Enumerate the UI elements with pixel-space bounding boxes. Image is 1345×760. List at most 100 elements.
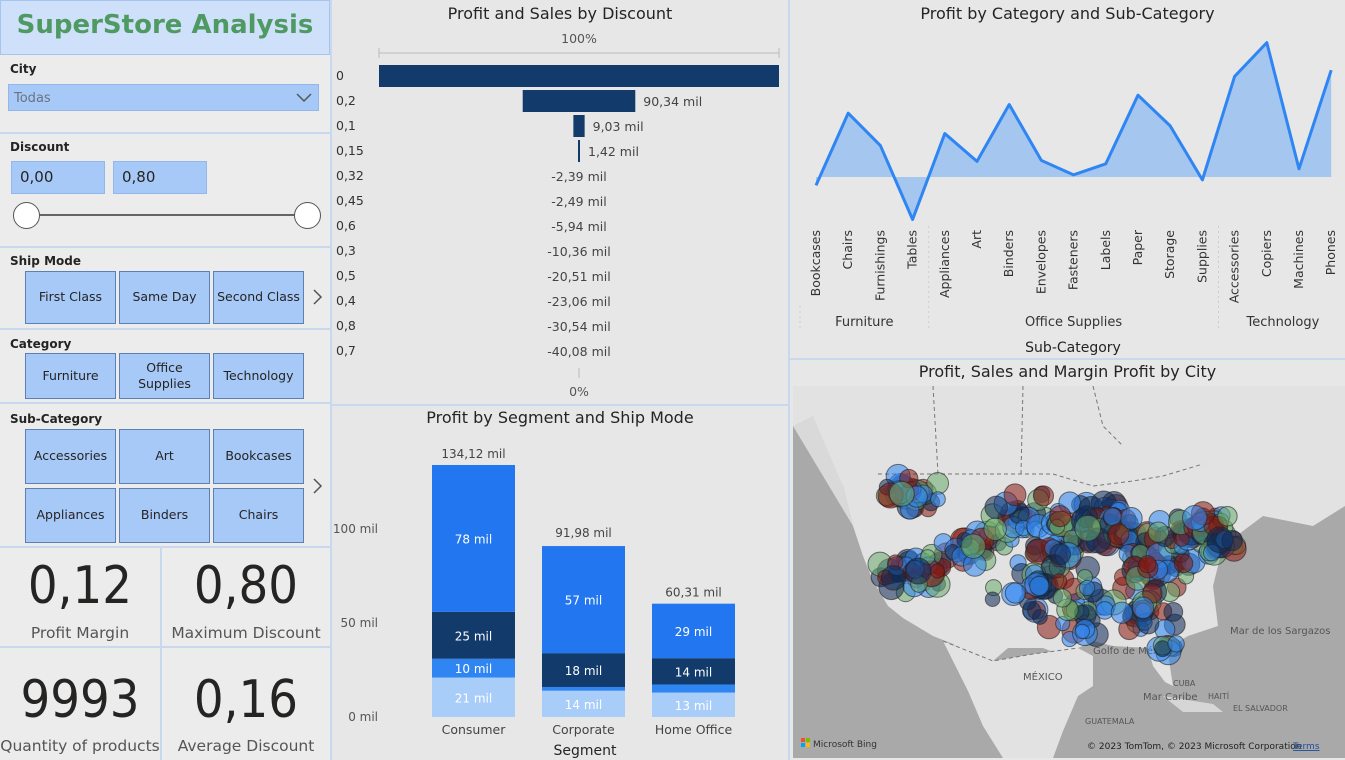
map-bubble[interactable] xyxy=(1167,635,1185,653)
map-bubble[interactable] xyxy=(1051,573,1068,590)
map-bubble[interactable] xyxy=(1052,588,1072,608)
sub-category-binders[interactable]: Binders xyxy=(119,488,210,543)
segment-bar-segment[interactable] xyxy=(542,690,625,717)
discount-slider-track xyxy=(27,214,308,216)
sub-category-chairs[interactable]: Chairs xyxy=(213,488,304,543)
map-bubble[interactable] xyxy=(1173,553,1194,574)
map-bubble[interactable] xyxy=(1003,483,1027,507)
funnel-value-label: 1,42 mil xyxy=(588,144,639,159)
ship-mode-first-class[interactable]: First Class xyxy=(25,271,116,324)
map-bubble[interactable] xyxy=(888,480,915,507)
map-bubble[interactable] xyxy=(984,591,1001,607)
segment-bar-segment[interactable] xyxy=(652,603,735,659)
map-bubble[interactable] xyxy=(984,495,1009,520)
map-terms-link[interactable]: Terms xyxy=(1292,742,1320,752)
segment-bar-segment[interactable] xyxy=(652,684,735,693)
category-tick-label: Supplies xyxy=(1194,230,1209,283)
funnel-bar[interactable] xyxy=(578,140,580,162)
category-chart[interactable]: Bookcases Chairs Furnishings Tables Furnitur… xyxy=(790,26,1345,358)
segment-category-label: Home Office xyxy=(655,722,733,737)
funnel-bar[interactable] xyxy=(379,65,779,87)
discount-slider-min-handle[interactable] xyxy=(13,202,40,229)
map-bubble[interactable] xyxy=(1049,543,1072,566)
segment-bar-segment[interactable] xyxy=(652,658,735,685)
map-bubbles[interactable] xyxy=(867,463,1247,666)
app-title-box xyxy=(0,0,330,55)
discount-max-input[interactable]: 0,80 xyxy=(113,161,207,194)
map-bubble[interactable] xyxy=(983,517,1007,541)
funnel-category-label: 0,1 xyxy=(336,118,356,133)
map-bubble[interactable] xyxy=(930,491,946,508)
discount-min-input[interactable]: 0,00 xyxy=(11,161,105,194)
chevron-right-icon[interactable] xyxy=(313,289,323,305)
ship-mode-same-day[interactable]: Same Day xyxy=(119,271,210,324)
kpi-label: Maximum Discount xyxy=(171,624,321,642)
map-label-sargasso: Mar de los Sargazos xyxy=(1230,626,1330,637)
category-group-label: Technology xyxy=(1245,315,1319,330)
map-bubble[interactable] xyxy=(1217,506,1238,527)
map-bubble[interactable] xyxy=(929,563,946,579)
category-tick-label: Phones xyxy=(1323,230,1338,275)
segment-bar-segment[interactable] xyxy=(432,465,515,612)
chevron-right-icon[interactable] xyxy=(313,478,323,494)
map-bubble[interactable] xyxy=(1032,609,1048,625)
map-bubble[interactable] xyxy=(904,557,932,585)
map-bubble[interactable] xyxy=(1181,505,1208,531)
map-bubble[interactable] xyxy=(1074,623,1090,640)
map-bubble[interactable] xyxy=(1074,514,1102,542)
sub-category-accessories[interactable]: Accessories xyxy=(25,429,116,484)
segment-y-tick: 50 mil xyxy=(341,616,378,630)
funnel-value-label: -23,06 mil xyxy=(547,294,610,309)
funnel-bar[interactable] xyxy=(522,90,636,112)
category-furniture[interactable]: Furniture xyxy=(25,353,116,399)
map-attribution: © 2023 TomTom, © 2023 Microsoft Corporat… xyxy=(1087,742,1301,752)
map-bubble[interactable] xyxy=(1004,582,1027,604)
funnel-category-label: 0,7 xyxy=(336,343,356,358)
map-bubble[interactable] xyxy=(1221,529,1243,552)
segment-data-label: 18 mil xyxy=(565,664,602,678)
map-bubble[interactable] xyxy=(1103,507,1122,526)
map-label-haiti: HAITÍ xyxy=(1208,690,1230,701)
map-bubble[interactable] xyxy=(1049,505,1072,528)
segment-bar-segment[interactable] xyxy=(432,658,515,678)
map-bubble[interactable] xyxy=(1131,596,1155,619)
map-bubble[interactable] xyxy=(1095,601,1115,620)
segment-chart[interactable]: 0 mil 50 mil 100 mil 21 mil 10 mil 25 mil 78 m… xyxy=(332,430,788,760)
city-dropdown[interactable]: Todas xyxy=(8,84,319,111)
funnel-value-label: -2,49 mil xyxy=(551,194,606,209)
segment-bar-segment[interactable] xyxy=(432,611,515,659)
map-bubble[interactable] xyxy=(1163,601,1184,622)
map-bubble[interactable] xyxy=(1138,555,1157,574)
segment-category-label: Corporate xyxy=(552,722,615,737)
category-x-axis-label: Sub-Category xyxy=(1025,340,1121,356)
category-line[interactable] xyxy=(814,41,1333,221)
funnel-category-label: 0,5 xyxy=(336,268,356,283)
segment-bar-segment[interactable] xyxy=(542,686,625,691)
segment-data-label: 57 mil xyxy=(565,594,602,608)
segment-bar-segment[interactable] xyxy=(652,692,735,717)
sub-category-art[interactable]: Art xyxy=(119,429,210,484)
map-bubble[interactable] xyxy=(1110,601,1133,624)
segment-bar-segment[interactable] xyxy=(542,546,625,654)
city-map[interactable]: MÉXICO Golfo de México Mar de los Sargaz… xyxy=(793,386,1345,758)
map-bubble[interactable] xyxy=(1147,521,1170,543)
category-tick-label: Copiers xyxy=(1259,230,1274,277)
sub-category-appliances[interactable]: Appliances xyxy=(25,488,116,543)
discount-slider-max-handle[interactable] xyxy=(294,202,321,229)
category-office-supplies[interactable]: Office Supplies xyxy=(119,353,210,399)
category-technology[interactable]: Technology xyxy=(213,353,304,399)
map-bubble[interactable] xyxy=(1029,575,1050,597)
map-bubble[interactable] xyxy=(960,533,986,559)
funnel-chart[interactable]: 100% 0 0,2 90,34 mil 0,1 9,03 mil 0,15 1,42 mil… xyxy=(332,28,788,402)
segment-bar-segment[interactable] xyxy=(542,653,625,687)
map-bubble[interactable] xyxy=(1033,485,1055,507)
sub-category-bookcases[interactable]: Bookcases xyxy=(213,429,304,484)
segment-data-label: 14 mil xyxy=(675,665,712,679)
map-bubble[interactable] xyxy=(880,565,907,591)
ship-mode-second-class[interactable]: Second Class xyxy=(213,271,304,324)
map-bubble[interactable] xyxy=(1078,579,1096,597)
map-bubble[interactable] xyxy=(1107,523,1130,546)
funnel-category-label: 0,3 xyxy=(336,243,356,258)
funnel-bar[interactable] xyxy=(573,115,585,137)
segment-bar-segment[interactable] xyxy=(432,677,515,717)
